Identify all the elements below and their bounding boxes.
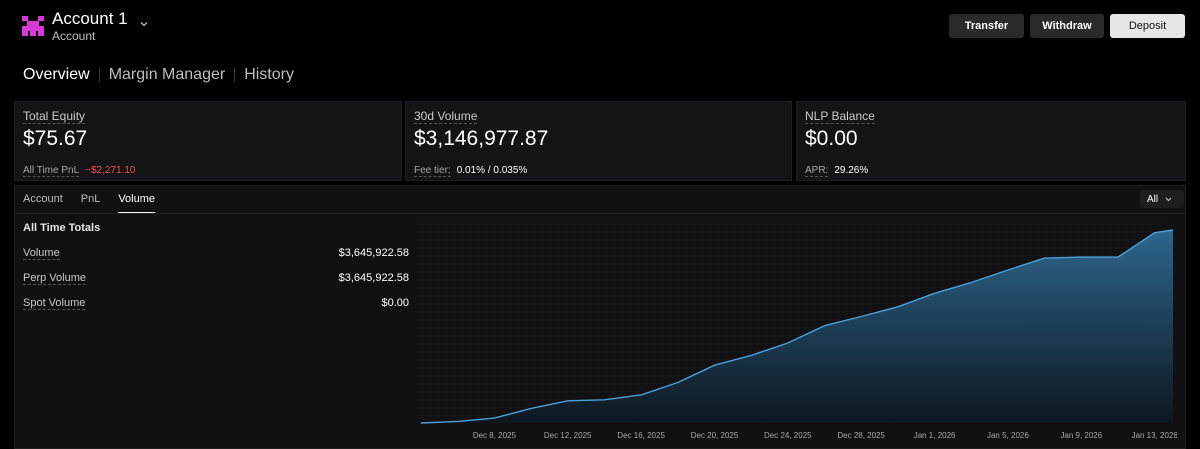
tab-margin-manager[interactable]: Margin Manager: [108, 66, 226, 83]
deposit-button[interactable]: Deposit: [1110, 14, 1185, 38]
apr-value: 29.26%: [834, 165, 869, 176]
x-tick-label: Dec 20, 2025: [691, 431, 739, 440]
account-name[interactable]: Account 1: [52, 9, 128, 28]
total-volume-row: Volume $3,645,922.58: [23, 247, 409, 260]
nlp-balance-label: NLP Balance: [805, 109, 875, 124]
transfer-button[interactable]: Transfer: [949, 14, 1024, 38]
all-time-pnl-value: −$2,271.10: [85, 165, 136, 176]
fee-tier-row: Fee tier: 0.01% / 0.035%: [414, 165, 527, 177]
spot-volume-row: Spot Volume $0.00: [23, 297, 409, 310]
total-volume-label: Volume: [23, 247, 60, 260]
nav-divider: [98, 68, 100, 82]
x-tick-label: Dec 12, 2025: [544, 431, 592, 440]
volume-series-line: [420, 229, 1174, 424]
spot-volume-value: $0.00: [381, 297, 409, 309]
x-tick-label: Jan 5, 2026: [987, 431, 1029, 440]
volume-30d-label: 30d Volume: [414, 109, 478, 124]
fee-tier-value: 0.01% / 0.035%: [456, 165, 528, 176]
x-tick-label: Dec 16, 2025: [617, 431, 665, 440]
account-type-label: Account: [52, 29, 96, 43]
x-tick-label: Dec 8, 2025: [473, 431, 517, 440]
withdraw-button[interactable]: Withdraw: [1030, 14, 1104, 38]
x-tick-label: Jan 9, 2026: [1060, 431, 1102, 440]
chevron-down-icon[interactable]: [138, 18, 150, 30]
x-tick-label: Dec 24, 2025: [764, 431, 812, 440]
nlp-balance-value: $0.00: [805, 127, 858, 150]
apr-row: APR: 29.26%: [805, 165, 868, 177]
fee-tier-label: Fee tier:: [414, 165, 451, 177]
main-nav: Overview Margin Manager History: [23, 64, 294, 86]
x-tick-label: Jan 1, 2026: [914, 431, 956, 440]
time-range-value: All: [1147, 193, 1159, 205]
nlp-balance-card: NLP Balance $0.00 APR: 29.26%: [796, 101, 1186, 181]
tab-pnl[interactable]: PnL: [80, 193, 101, 205]
total-equity-value: $75.67: [23, 127, 88, 150]
spot-volume-label: Spot Volume: [23, 297, 86, 310]
total-equity-label: Total Equity: [23, 109, 86, 124]
chart-tabs: Account PnL Volume: [23, 193, 173, 214]
chevron-down-icon: [1165, 197, 1172, 201]
tab-divider: [15, 213, 1187, 214]
tab-volume[interactable]: Volume: [118, 193, 156, 214]
time-range-select[interactable]: All: [1140, 190, 1184, 208]
header: Account 1 Account Transfer Withdraw Depo…: [0, 0, 1200, 56]
volume-card: 30d Volume $3,146,977.87 Fee tier: 0.01%…: [405, 101, 792, 181]
app-logo-icon: [22, 16, 44, 36]
tab-account[interactable]: Account: [23, 193, 63, 205]
perp-volume-label: Perp Volume: [23, 272, 86, 285]
volume-30d-value: $3,146,977.87: [414, 127, 549, 150]
volume-chart: Dec 8, 2025 Dec 12, 2025 Dec 16, 2025 Dec 2…: [420, 223, 1177, 440]
x-tick-label: Dec 28, 2025: [837, 431, 885, 440]
totals-title: All Time Totals: [23, 222, 101, 234]
apr-label: APR:: [805, 165, 829, 177]
total-equity-card: Total Equity $75.67 All Time PnL −$2,271…: [14, 101, 402, 181]
nav-divider: [234, 68, 236, 82]
pnl-row: All Time PnL −$2,271.10: [23, 165, 135, 177]
tab-overview[interactable]: Overview: [23, 66, 90, 83]
tab-history[interactable]: History: [244, 66, 294, 83]
all-time-pnl-label: All Time PnL: [23, 165, 80, 177]
x-tick-label: Jan 13, 2026: [1132, 431, 1177, 440]
perp-volume-value: $3,645,922.58: [338, 272, 409, 284]
perp-volume-row: Perp Volume $3,645,922.58: [23, 272, 409, 285]
total-volume-value: $3,645,922.58: [338, 247, 409, 259]
